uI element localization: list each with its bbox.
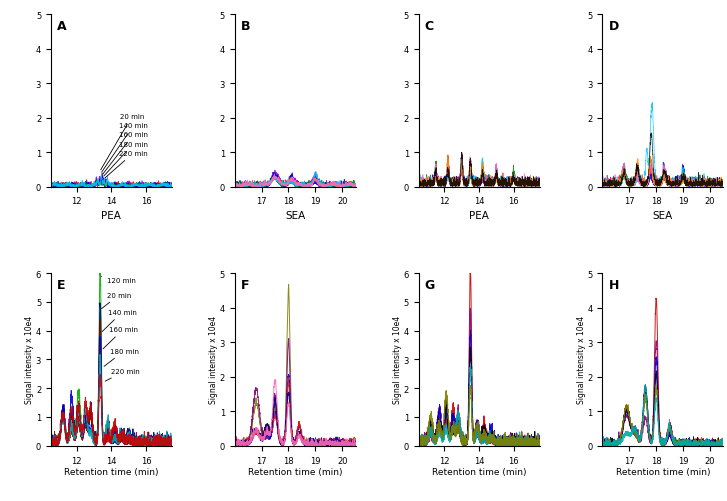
Text: 220 min: 220 min [105,368,140,381]
Text: 20 min: 20 min [100,114,145,170]
Y-axis label: Signal intensity x 10e4: Signal intensity x 10e4 [393,316,402,404]
Text: A: A [57,20,67,33]
Text: C: C [425,20,434,33]
Text: 140 min: 140 min [102,123,148,173]
Text: 220 min: 220 min [105,151,148,179]
Text: 180 min: 180 min [104,141,148,177]
Text: 160 min: 160 min [103,132,148,175]
X-axis label: Retention time (min): Retention time (min) [248,467,342,476]
X-axis label: PEA: PEA [102,210,121,220]
X-axis label: Retention time (min): Retention time (min) [64,467,158,476]
X-axis label: Retention time (min): Retention time (min) [432,467,526,476]
X-axis label: Retention time (min): Retention time (min) [616,467,710,476]
Text: 160 min: 160 min [103,327,138,349]
Text: G: G [425,279,435,292]
Y-axis label: Signal intensity x 10e4: Signal intensity x 10e4 [25,316,34,404]
Text: 180 min: 180 min [104,348,139,367]
X-axis label: SEA: SEA [653,210,673,220]
Text: 20 min: 20 min [102,292,132,309]
Text: F: F [241,279,249,292]
X-axis label: SEA: SEA [285,210,305,220]
Y-axis label: Signal intensity x 10e4: Signal intensity x 10e4 [209,316,218,404]
Text: E: E [57,279,65,292]
Text: H: H [608,279,619,292]
Text: 120 min: 120 min [101,277,136,284]
Text: B: B [241,20,250,33]
X-axis label: PEA: PEA [469,210,489,220]
Y-axis label: Signal intensity x 10e4: Signal intensity x 10e4 [577,316,586,404]
Text: 140 min: 140 min [102,309,137,332]
Text: D: D [608,20,619,33]
